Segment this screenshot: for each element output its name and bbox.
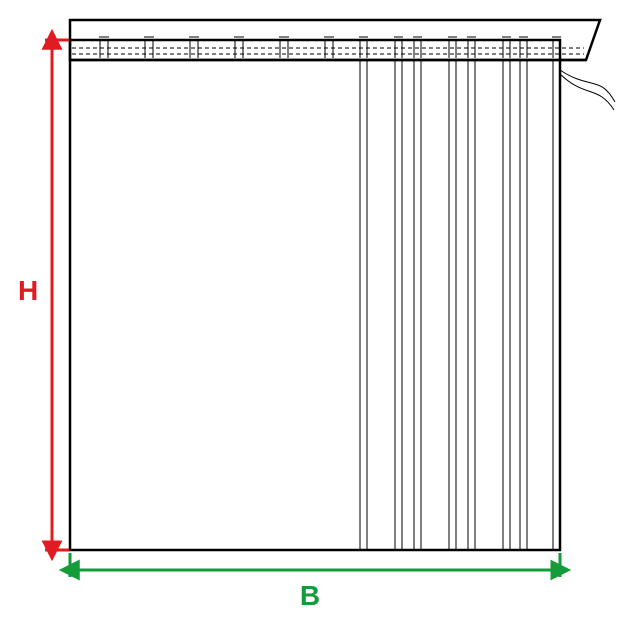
width-label: B: [300, 580, 320, 611]
technical-diagram: HB: [0, 0, 640, 640]
height-label: H: [18, 275, 38, 306]
